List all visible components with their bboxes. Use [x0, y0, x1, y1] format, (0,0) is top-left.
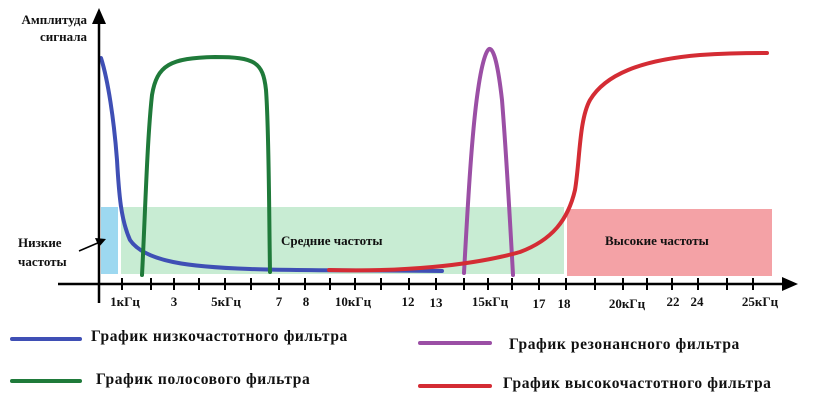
band-low-label-line2: частоты [18, 254, 67, 269]
x-axis-arrow [782, 277, 798, 291]
tick-label-15k: 15кГц [471, 294, 509, 309]
x-ticks [121, 278, 754, 290]
y-axis-label-line2: сигнала [39, 29, 87, 44]
band-low [101, 207, 118, 274]
tick-label-10k: 10кГц [334, 294, 372, 309]
tick-label-18: 18 [557, 296, 571, 311]
legend-bandpass: График полосового фильтра [96, 371, 311, 388]
tick-label-25k: 25кГц [741, 294, 779, 309]
bandpass-curve [140, 54, 272, 277]
y-axis-label-line1: Амплитуда [21, 12, 88, 27]
tick-label-24: 24 [690, 294, 704, 309]
band-low-label-line1: Низкие [18, 235, 62, 250]
tick-label-22: 22 [666, 294, 680, 309]
tick-label-7: 7 [275, 294, 283, 309]
low-band-pointer-head [95, 238, 106, 247]
band-high-label: Высокие частоты [605, 233, 709, 248]
band-mid-label: Средние частоты [281, 233, 383, 248]
tick-label-20k: 20кГц [608, 296, 646, 311]
legend-resonant: График резонансного фильтра [509, 336, 740, 353]
resonant-curve [462, 46, 515, 277]
y-axis-arrow [92, 8, 106, 24]
band-low-label: Низкие частоты [18, 233, 67, 271]
lowpass-curve [99, 56, 444, 273]
tick-label-3: 3 [170, 294, 178, 309]
legend-highpass: График высокочастотного фильтра [503, 375, 772, 392]
legend-lowpass: График низкочастотного фильтра [91, 328, 348, 345]
tick-label-12: 12 [401, 294, 415, 309]
tick-label-1k: 1кГц [110, 294, 140, 309]
low-band-pointer [78, 241, 101, 252]
tick-label-13: 13 [429, 295, 443, 310]
tick-label-8: 8 [302, 294, 310, 309]
tick-label-17: 17 [532, 296, 546, 311]
y-axis-label: Амплитуда сигнала [22, 11, 88, 45]
tick-label-5k: 5кГц [211, 294, 241, 309]
band-high [567, 209, 772, 276]
band-mid [121, 207, 564, 274]
highpass-curve [327, 51, 769, 273]
